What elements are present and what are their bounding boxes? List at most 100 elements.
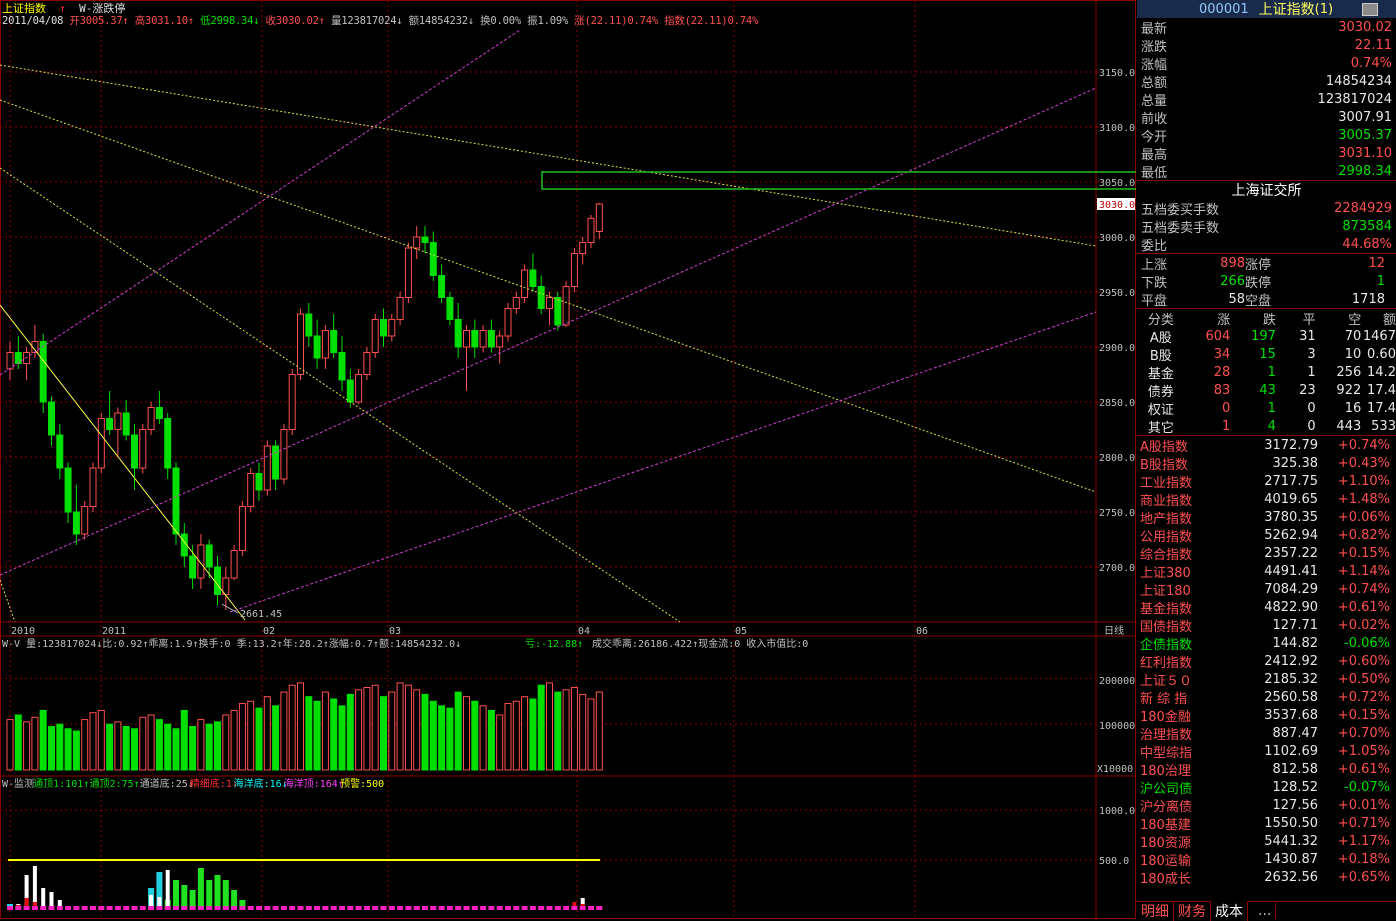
breadth-cell: 上涨 <box>1141 257 1168 273</box>
breadth-cell: 跌停 <box>1245 275 1272 291</box>
volume-bar <box>537 684 545 771</box>
index-list-item[interactable]: 沪公司债 128.52 -0.07% <box>1137 778 1396 797</box>
index-list-item[interactable]: 180运输 1430.87 +0.18% <box>1137 850 1396 869</box>
candle-body <box>562 286 570 326</box>
index-list-item[interactable]: 国债指数 127.71 +0.02% <box>1137 616 1396 635</box>
index-change: +0.72% <box>1337 689 1390 705</box>
index-change: +0.61% <box>1337 599 1390 615</box>
order-row: 五档委买手数 2284929 <box>1137 199 1396 218</box>
classification-cell: 1 <box>1222 418 1231 434</box>
monitor-bar <box>397 906 404 910</box>
candle-body <box>338 352 346 381</box>
date-tick-label: 04 <box>578 626 590 637</box>
index-list-item[interactable]: 基金指数 4822.90 +0.61% <box>1137 598 1396 617</box>
monitor-bar <box>231 906 238 910</box>
index-list-item[interactable]: 180成长 2632.56 +0.65% <box>1137 868 1396 887</box>
candle-body <box>313 335 321 359</box>
classification-cell: A股 <box>1149 330 1172 346</box>
quote-row-label: 今开 <box>1141 129 1168 145</box>
index-list-item[interactable]: A股指数 3172.79 +0.74% <box>1137 436 1396 455</box>
monitor-bar <box>380 906 387 910</box>
volume-bar <box>388 691 396 771</box>
side-tab[interactable]: 明细 <box>1137 901 1174 921</box>
candle-body <box>579 242 587 254</box>
index-list-item[interactable]: 商业指数 4019.65 +1.48% <box>1137 490 1396 509</box>
low-price-label: 2661.45 <box>240 609 282 620</box>
index-list-item[interactable]: 180基建 1550.50 +0.71% <box>1137 814 1396 833</box>
order-row: 五档委卖手数 873584 <box>1137 217 1396 236</box>
price-tick-label: 2800.0 <box>1099 453 1135 464</box>
monitor-bar <box>181 906 188 910</box>
candle-body <box>131 434 138 469</box>
breadth-cell: 1 <box>1376 273 1385 289</box>
index-list-item[interactable]: 企债指数 144.82 -0.06% <box>1137 634 1396 653</box>
quote-row-label: 总额 <box>1141 75 1168 91</box>
index-list-item[interactable]: 上证５０ 2185.32 +0.50% <box>1137 670 1396 689</box>
classification-cell: 16 <box>1344 400 1362 416</box>
classification-cell: 197 <box>1251 328 1276 344</box>
monitor-bar <box>31 906 38 910</box>
index-list-item[interactable]: 中型综指 1102.69 +1.05% <box>1137 742 1396 761</box>
monitor-bar <box>23 906 30 910</box>
candle-body <box>64 467 72 513</box>
indicator-name[interactable]: W-涨跌停 <box>79 2 126 15</box>
index-list-item[interactable]: 上证380 4491.41 +1.14% <box>1137 562 1396 581</box>
side-tab[interactable]: 财务 <box>1174 901 1211 921</box>
quote-row-label: 涨跌 <box>1141 39 1168 55</box>
classification-cell: 70 <box>1344 328 1362 344</box>
kline-chart[interactable]: 3150.0 3100.0 3050.0 3000.0 2950.0 2900.0 2850… <box>0 0 1136 920</box>
candle-body <box>214 566 221 595</box>
monitor-bar <box>222 880 229 910</box>
volume-bar <box>147 714 155 771</box>
index-change: -0.06% <box>1344 635 1390 651</box>
price-tick-label: 3050.0 <box>1099 178 1135 189</box>
index-list-item[interactable]: 上证180 7084.29 +0.74% <box>1137 580 1396 599</box>
kline-chart-area[interactable]: 3150.0 3100.0 3050.0 3000.0 2950.0 2900.0 2850… <box>0 0 1136 920</box>
date-tick-label: 05 <box>735 626 747 637</box>
index-list-item[interactable]: B股指数 325.38 +0.43% <box>1137 454 1396 473</box>
volume-bar <box>463 696 470 771</box>
index-change: +0.74% <box>1337 437 1390 453</box>
candle-body <box>479 330 487 348</box>
calculator-icon[interactable] <box>1362 3 1378 16</box>
candle-body <box>280 429 288 480</box>
index-list-item[interactable]: 综合指数 2357.22 +0.15% <box>1137 544 1396 563</box>
breadth-cell: 1718 <box>1351 291 1385 307</box>
candle-body <box>438 275 446 298</box>
monitor-bar <box>73 906 80 910</box>
candle-body <box>595 203 603 232</box>
volume-bar <box>89 712 97 771</box>
monitor-bar <box>471 906 478 910</box>
candle-body <box>205 544 213 568</box>
index-list[interactable]: A股指数 3172.79 +0.74% B股指数 325.38 +0.43% 工业指数 271… <box>1137 435 1396 887</box>
index-list-item[interactable]: 新 综 指 2560.58 +0.72% <box>1137 688 1396 707</box>
quote-info-line: 2011/04/08 开3005.37↑ 高3031.10↑ 低2998.34↓… <box>2 13 758 28</box>
monitor-bar <box>405 906 412 910</box>
quote-row: 最低 2998.34 <box>1137 162 1396 181</box>
index-list-item[interactable]: 180治理 812.58 +0.61% <box>1137 760 1396 779</box>
side-tab[interactable]: ... <box>1254 903 1277 919</box>
candle-body <box>122 412 130 436</box>
index-price: 5441.32 <box>1264 833 1318 849</box>
index-name: 地产指数 <box>1140 511 1193 527</box>
index-name: 新 综 指 <box>1140 691 1188 707</box>
classification-cell: 443 <box>1336 418 1362 434</box>
index-list-item[interactable]: 红利指数 2412.92 +0.60% <box>1137 652 1396 671</box>
index-list-item[interactable]: 180资源 5441.32 +1.17% <box>1137 832 1396 851</box>
index-list-item[interactable]: 沪分离债 127.56 +0.01% <box>1137 796 1396 815</box>
index-list-item[interactable]: 公用指数 5262.94 +0.82% <box>1137 526 1396 545</box>
index-list-item[interactable]: 180金融 3537.68 +0.15% <box>1137 706 1396 725</box>
order-block: 五档委买手数 2284929 五档委卖手数 873584 委比 44.68% <box>1137 199 1396 254</box>
index-name: 商业指数 <box>1140 493 1193 509</box>
index-list-item[interactable]: 工业指数 2717.75 +1.10% <box>1137 472 1396 491</box>
volume-bar <box>280 691 288 771</box>
volume-bar <box>396 682 404 771</box>
order-row-value: 873584 <box>1342 218 1392 234</box>
index-list-item[interactable]: 地产指数 3780.35 +0.06% <box>1137 508 1396 527</box>
security-name: 上证指数 <box>1258 2 1315 18</box>
monitor-bar <box>189 890 196 910</box>
volume-bar <box>272 705 280 771</box>
monitor-bar <box>131 906 138 910</box>
side-tab[interactable]: 成本 <box>1211 901 1248 921</box>
index-list-item[interactable]: 治理指数 887.47 +0.70% <box>1137 724 1396 743</box>
